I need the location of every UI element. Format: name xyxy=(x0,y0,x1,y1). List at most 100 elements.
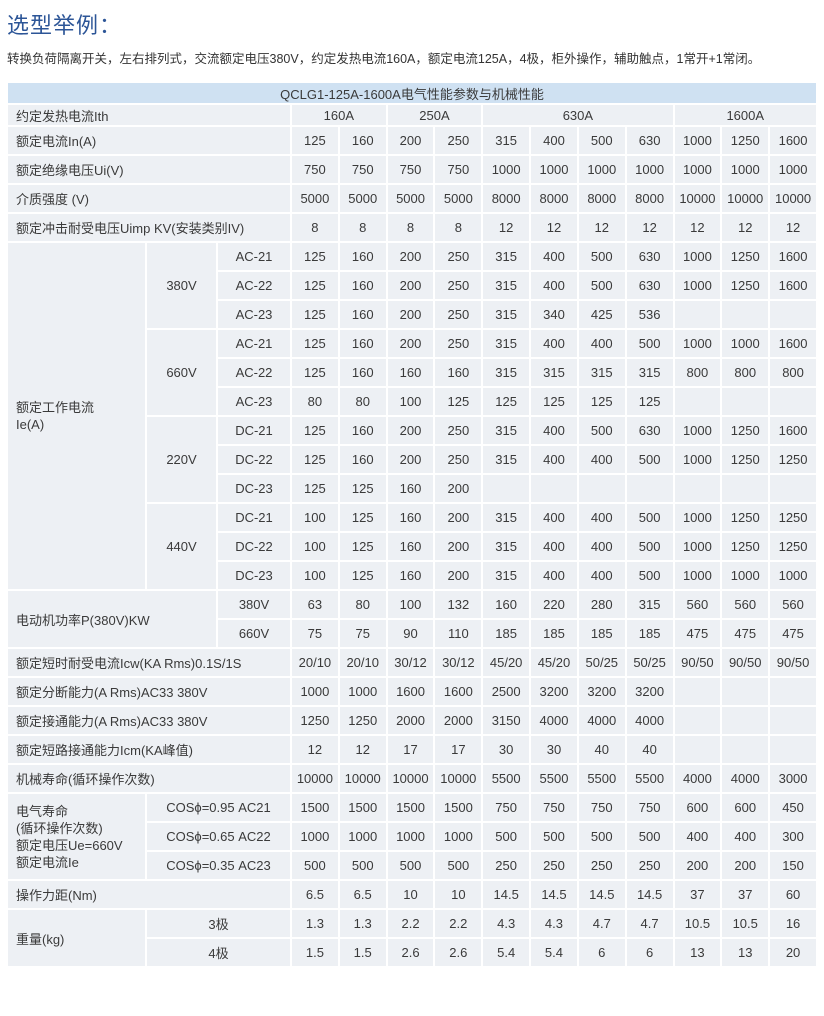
value-cell: 250 xyxy=(578,852,625,879)
value-cell: 250 xyxy=(435,243,482,270)
value-cell: 315 xyxy=(483,330,530,357)
condition-label: COSϕ=0.35 AC23 xyxy=(147,852,290,879)
value-cell: 1000 xyxy=(674,156,721,183)
value-cell xyxy=(483,475,530,502)
value-cell: 17 xyxy=(387,736,434,763)
value-cell: 315 xyxy=(483,533,530,560)
table-row: DC-22 125 160 200 250 315 400 400 500 1000 1250 125… xyxy=(8,446,816,473)
row-label: 电动机功率P(380V)KW xyxy=(8,591,216,647)
value-cell: 75 xyxy=(292,620,338,647)
value-cell: 125 xyxy=(292,301,338,328)
value-cell: 500 xyxy=(626,562,673,589)
value-cell xyxy=(674,388,721,415)
value-cell: 2000 xyxy=(435,707,482,734)
value-cell: 125 xyxy=(531,388,577,415)
value-cell: 1.3 xyxy=(339,910,386,937)
value-cell: 37 xyxy=(722,881,769,908)
value-cell: 1000 xyxy=(674,272,721,299)
value-cell xyxy=(626,475,673,502)
value-cell: 400 xyxy=(531,127,577,154)
value-cell: 16 xyxy=(770,910,816,937)
value-cell: 185 xyxy=(531,620,577,647)
value-cell: 200 xyxy=(387,301,434,328)
category-label: DC-22 xyxy=(218,533,290,560)
value-cell xyxy=(722,678,769,705)
table-row: 介质强度 (V) 5000 5000 5000 5000 8000 8000 8000 8000… xyxy=(8,185,816,212)
value-cell: 12 xyxy=(483,214,530,241)
value-cell: 500 xyxy=(626,823,673,850)
value-cell: 200 xyxy=(435,475,482,502)
value-cell: 250 xyxy=(435,127,482,154)
value-cell: 160 xyxy=(483,591,530,618)
value-cell: 1250 xyxy=(722,127,769,154)
value-cell: 800 xyxy=(674,359,721,386)
value-cell xyxy=(674,736,721,763)
value-cell: 200 xyxy=(722,852,769,879)
value-cell: 160 xyxy=(339,243,386,270)
category-label: AC-23 xyxy=(218,388,290,415)
value-cell: 500 xyxy=(578,272,625,299)
value-cell: 12 xyxy=(722,214,769,241)
value-cell: 125 xyxy=(292,243,338,270)
value-cell: 315 xyxy=(483,127,530,154)
value-cell: 450 xyxy=(770,794,816,821)
value-cell: 90/50 xyxy=(674,649,721,676)
value-cell: 125 xyxy=(292,359,338,386)
value-cell: 45/20 xyxy=(531,649,577,676)
value-cell: 160 xyxy=(339,359,386,386)
value-cell: 63 xyxy=(292,591,338,618)
table-row: DC-22 100 125 160 200 315 400 400 500 1000 1250 125… xyxy=(8,533,816,560)
value-cell: 1500 xyxy=(339,794,386,821)
value-cell: 1250 xyxy=(292,707,338,734)
value-cell: 500 xyxy=(626,446,673,473)
parameters-table: QCLG1-125A-1600A电气性能参数与机械性能 约定发热电流Ith 160A… xyxy=(6,81,818,968)
row-label: 额定接通能力(A Rms)AC33 380V xyxy=(8,707,290,734)
value-cell: 100 xyxy=(292,533,338,560)
value-cell: 17 xyxy=(435,736,482,763)
value-cell: 8 xyxy=(387,214,434,241)
value-cell: 1000 xyxy=(674,330,721,357)
value-cell: 1000 xyxy=(292,678,338,705)
value-cell: 5.4 xyxy=(531,939,577,966)
value-cell: 13 xyxy=(674,939,721,966)
value-cell: 500 xyxy=(292,852,338,879)
value-cell: 750 xyxy=(387,156,434,183)
value-cell: 1600 xyxy=(770,330,816,357)
value-cell xyxy=(770,388,816,415)
value-cell: 1.5 xyxy=(292,939,338,966)
value-cell: 45/20 xyxy=(483,649,530,676)
table-row: 220V DC-21 125 160 200 250 315 400 500 630 1000 125… xyxy=(8,417,816,502)
value-cell: 250 xyxy=(435,301,482,328)
ith-group-header: 1600A xyxy=(674,105,816,125)
value-cell: 1000 xyxy=(483,156,530,183)
value-cell: 160 xyxy=(387,562,434,589)
value-cell: 125 xyxy=(292,446,338,473)
value-cell: 500 xyxy=(531,823,577,850)
value-cell: 400 xyxy=(674,823,721,850)
value-cell: 315 xyxy=(483,301,530,328)
value-cell: 1000 xyxy=(674,243,721,270)
value-cell: 40 xyxy=(578,736,625,763)
category-label: AC-21 xyxy=(218,243,290,270)
value-cell xyxy=(722,301,769,328)
value-cell xyxy=(674,301,721,328)
value-cell: 60 xyxy=(770,881,816,908)
value-cell: 315 xyxy=(626,359,673,386)
table-row: 660V AC-21 125 160 200 250 315 400 400 500 1000 100… xyxy=(8,330,816,415)
value-cell: 14.5 xyxy=(626,881,673,908)
value-cell: 30 xyxy=(483,736,530,763)
value-cell: 250 xyxy=(435,417,482,444)
value-cell: 500 xyxy=(626,330,673,357)
value-cell: 80 xyxy=(339,388,386,415)
value-cell: 5500 xyxy=(531,765,577,792)
row-label: 约定发热电流Ith xyxy=(8,105,290,125)
value-cell: 8 xyxy=(339,214,386,241)
value-cell: 400 xyxy=(722,823,769,850)
value-cell: 1250 xyxy=(770,504,816,531)
value-cell: 125 xyxy=(339,504,386,531)
value-cell: 4.7 xyxy=(578,910,625,937)
value-cell: 630 xyxy=(626,127,673,154)
value-cell: 315 xyxy=(483,417,530,444)
value-cell: 125 xyxy=(292,417,338,444)
value-cell: 8000 xyxy=(483,185,530,212)
